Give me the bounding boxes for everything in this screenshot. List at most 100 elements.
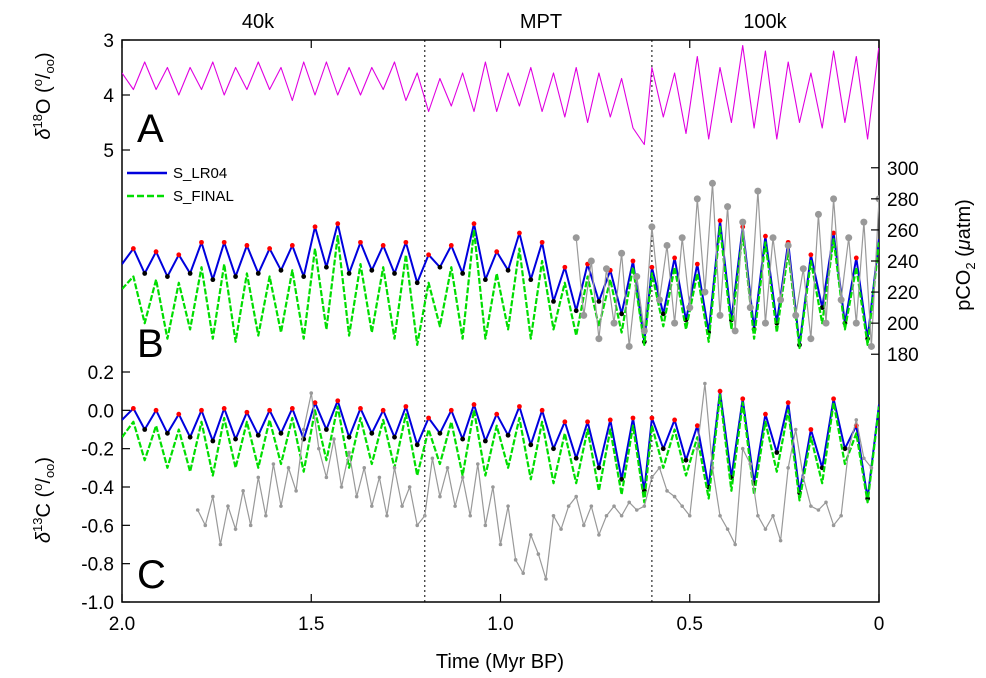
panel-c-series-data-point-35 bbox=[460, 475, 465, 480]
panel-b-series-data-point-1 bbox=[580, 311, 588, 319]
panel-c-series-data-point-72 bbox=[740, 446, 745, 451]
panel-c-series-lr04-min-marker-40 bbox=[573, 455, 579, 461]
panel-c-series-data-point-19 bbox=[339, 485, 344, 489]
panel-b-series-lr04-max-marker-39 bbox=[562, 264, 568, 270]
panel-c-series-data-point-46 bbox=[544, 577, 548, 581]
x-axis-label: Time (Myr BP) bbox=[436, 651, 564, 673]
panel-c-series-data-point-84 bbox=[831, 523, 836, 528]
panel-c-series-data-point-75 bbox=[763, 527, 768, 531]
panel-c-series-data-point-54 bbox=[604, 513, 609, 518]
panel-b-series-data-point-16 bbox=[693, 195, 701, 203]
panel-c-series-lr04-min-marker-14 bbox=[278, 430, 284, 436]
panel-c-series-lr04-min-marker-64 bbox=[842, 446, 848, 452]
panel-c-series-data-point-45 bbox=[536, 552, 541, 556]
panel-c-series-lr04-max-marker-47 bbox=[649, 415, 655, 421]
panel-b-series-data-point-22 bbox=[739, 218, 747, 226]
panel-c-series-lr04-min-marker-24 bbox=[392, 434, 397, 440]
panel-b-y-tick-label-5: 280 bbox=[887, 190, 919, 211]
panel-c-series-lr04-min-marker-4 bbox=[165, 430, 170, 436]
panel-b-y-tick-label-1: 200 bbox=[887, 314, 919, 335]
panel-letter-c: C bbox=[137, 553, 166, 597]
panel-c-series-data-point-74 bbox=[756, 513, 760, 518]
panel-c-series-lr04-max-marker-11 bbox=[244, 409, 250, 415]
panel-c-series-data-point-65 bbox=[687, 513, 692, 518]
panel-c-series-data-point-36 bbox=[468, 513, 473, 518]
x-tick-label-4: 0 bbox=[874, 614, 885, 635]
panel-c-series-data-point-42 bbox=[513, 558, 518, 562]
panel-b-series-lr04-min-marker-6 bbox=[187, 271, 193, 276]
panel-c-series-lr04-min-marker-6 bbox=[187, 434, 193, 440]
panel-c-series-data-point-49 bbox=[566, 504, 571, 508]
panel-a-y-tick-label-2: 5 bbox=[103, 141, 114, 162]
panel-c-series-lr04-max-marker-5 bbox=[176, 411, 182, 417]
panel-b-series-data-point-20 bbox=[724, 203, 732, 211]
panel-c-y-axis: -1.0 -0.8 -0.6 -0.4 -0.2 0.0 0.2 bbox=[81, 363, 130, 614]
panel-b-series-data-point-14 bbox=[678, 234, 686, 242]
panel-b-series-data-point-10 bbox=[648, 223, 656, 231]
panel-c-series-lr04-max-marker-63 bbox=[831, 396, 836, 402]
panel-b-series-data-point-24 bbox=[754, 187, 762, 195]
panel-c-series-lr04-max-marker-39 bbox=[562, 419, 568, 425]
panel-b-series-lr04-max-marker-61 bbox=[808, 252, 814, 258]
panel-b-series-lr04-min-marker-4 bbox=[165, 274, 170, 279]
panel-b-series-lr04-max-marker-47 bbox=[649, 264, 655, 270]
panel-c-series-data-point-87 bbox=[854, 418, 859, 422]
panel-b-series-data-point-21 bbox=[731, 327, 739, 335]
panel-c-series-data-point-71 bbox=[733, 542, 737, 547]
panel-c-series-data-point-21 bbox=[354, 494, 359, 499]
panel-b-series-lr04-min-marker-24 bbox=[392, 271, 397, 276]
panel-b-series-data-point-33 bbox=[822, 319, 830, 327]
panel-b-series-lr04-max-marker-33 bbox=[494, 249, 500, 255]
panel-c-series-lr04-min-marker-8 bbox=[210, 438, 216, 444]
panel-c-y-tick-label-3: -0.4 bbox=[81, 478, 114, 499]
panel-c-series-data-point-47 bbox=[551, 513, 556, 518]
panel-c-series-lr04-min-marker-32 bbox=[482, 438, 488, 444]
panel-c-series-lr04-max-marker-57 bbox=[763, 411, 768, 417]
panel-b-series-lr04-max-marker-21 bbox=[358, 239, 363, 245]
panel-b-series-lr04-max-marker-1 bbox=[130, 246, 136, 251]
panel-b-y-tick-label-4: 260 bbox=[887, 221, 919, 242]
panel-c-series-data-point-81 bbox=[809, 504, 813, 508]
panel-c-series-data-point-5 bbox=[233, 527, 238, 531]
panel-c-series-data-point-22 bbox=[362, 466, 367, 470]
panel-b-series-lr04-min-marker-38 bbox=[551, 299, 556, 304]
panel-c-series-data-point-67 bbox=[703, 381, 707, 386]
panel-b-series-data-point-28 bbox=[784, 241, 792, 249]
panel-a-ylabel: δ18O (o/oo) bbox=[30, 52, 57, 139]
panel-c-series-lr04-max-marker-35 bbox=[517, 404, 522, 409]
panel-c-series-data-point-69 bbox=[718, 513, 722, 518]
panel-b-series-lr04-max-marker-11 bbox=[244, 243, 250, 248]
panel-b-series-lr04-min-marker-44 bbox=[619, 311, 625, 317]
panel-b-series-lr04-min-marker-48 bbox=[660, 311, 666, 317]
panel-c-series-data-point-2 bbox=[211, 494, 215, 499]
panel-b-series-data-point-8 bbox=[633, 273, 641, 281]
panel-c-series-data-point-41 bbox=[506, 504, 510, 508]
panel-b-series-data-point-32 bbox=[814, 210, 822, 218]
panel-b-series-data-point-11 bbox=[655, 296, 663, 304]
panel-c-series-lr04-max-marker-33 bbox=[494, 411, 500, 417]
panel-c-series-data-point-82 bbox=[816, 508, 821, 512]
era-label-mpt: MPT bbox=[520, 11, 562, 33]
panel-c-series-data-point-80 bbox=[801, 475, 806, 480]
panel-c-series-data-point-32 bbox=[438, 494, 442, 499]
panel-c-series-lr04-min-marker-36 bbox=[528, 442, 534, 448]
panel-b-series-data-point-17 bbox=[701, 288, 709, 296]
panel-c-series-lr04-max-marker-19 bbox=[335, 398, 341, 404]
panel-c-y-tick-label-5: 0.0 bbox=[88, 401, 114, 422]
panel-c-series-data-point-3 bbox=[218, 542, 223, 547]
panel-b-series-lr04-max-marker-15 bbox=[289, 243, 295, 248]
panel-b-series bbox=[122, 179, 879, 350]
panel-b-y-tick-label-6: 300 bbox=[887, 159, 919, 180]
panel-b-series-lr04-min-marker-10 bbox=[233, 274, 238, 279]
panel-b-series-lr04-max-marker-23 bbox=[380, 243, 386, 248]
x-tick-label-1: 1.5 bbox=[298, 614, 324, 635]
panel-b-series-lr04-max-marker-13 bbox=[267, 246, 273, 251]
panel-b-series-data-point-35 bbox=[837, 296, 845, 304]
panel-c-series-data-point-70 bbox=[725, 527, 730, 531]
panel-b-series-data-point-13 bbox=[671, 319, 679, 327]
panel-c-series-data-point-85 bbox=[839, 513, 843, 518]
panel-b-series-data-point-15 bbox=[686, 304, 694, 312]
panel-b-series-final bbox=[122, 225, 879, 350]
panel-b-series-lr04-max-marker-5 bbox=[176, 252, 182, 258]
panel-c-series-data-point-14 bbox=[301, 427, 306, 432]
